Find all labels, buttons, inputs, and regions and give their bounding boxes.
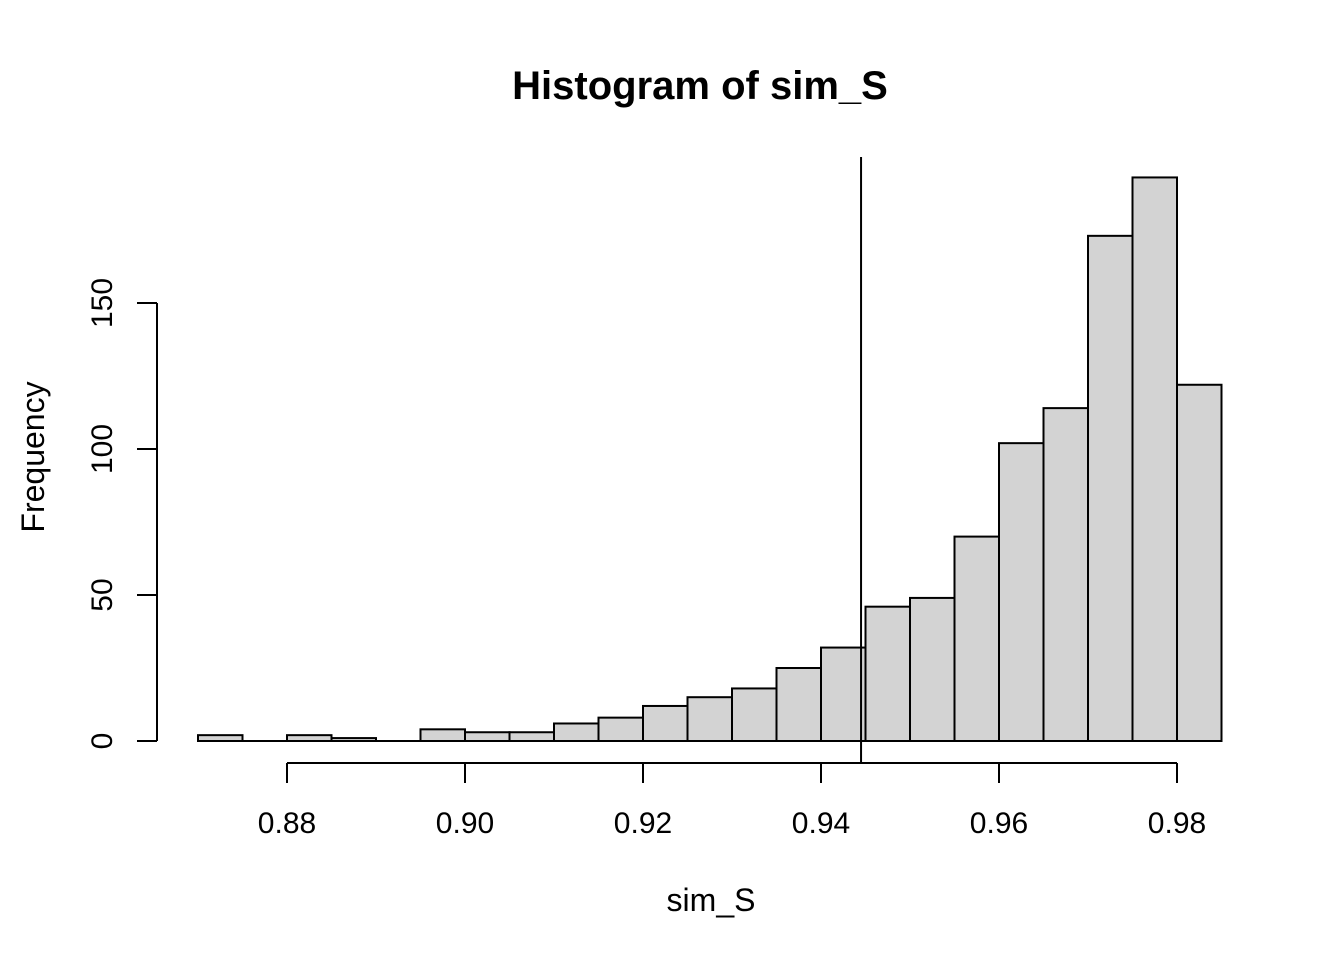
y-axis-label: Frequency — [15, 381, 51, 532]
histogram-bar — [597, 716, 644, 743]
histogram-bar — [1176, 383, 1223, 742]
histogram-bar — [508, 731, 555, 742]
histogram-bar — [419, 728, 466, 743]
y-tick-label: 150 — [86, 278, 119, 328]
histogram-bar — [330, 737, 377, 743]
histogram-bar — [731, 687, 778, 743]
histogram-bar — [953, 535, 1000, 742]
x-tick-label: 0.88 — [258, 807, 316, 840]
y-tick-label: 50 — [86, 578, 119, 611]
histogram-bar — [642, 704, 689, 743]
y-axis-group: 0 50 100 150 — [86, 278, 158, 750]
y-tick-label: 100 — [86, 424, 119, 474]
histogram-bar — [909, 596, 956, 742]
histogram-bar — [286, 734, 333, 742]
x-tick-label: 0.96 — [970, 807, 1028, 840]
histogram-bar — [197, 734, 244, 742]
histogram-bar — [1042, 407, 1089, 742]
x-tick-label: 0.94 — [792, 807, 850, 840]
histogram-bars-group — [197, 176, 1223, 743]
histogram-bar — [686, 696, 733, 743]
x-tick-label: 0.92 — [614, 807, 672, 840]
y-tick-label: 0 — [86, 733, 119, 750]
histogram-bar — [775, 667, 822, 742]
histogram-bar — [464, 731, 511, 742]
histogram-bar — [553, 722, 600, 742]
x-axis-group: 0.88 0.90 0.92 0.94 0.96 0.98 — [258, 762, 1206, 840]
histogram-bar — [1087, 234, 1134, 742]
plot-title: Histogram of sim_S — [512, 64, 888, 108]
histogram-bar — [998, 442, 1045, 742]
x-tick-label: 0.98 — [1148, 807, 1206, 840]
histogram-bar — [820, 646, 867, 742]
histogram-bar — [864, 605, 911, 742]
histogram-bar — [1131, 176, 1178, 742]
x-axis-label: sim_S — [667, 882, 756, 918]
x-tick-label: 0.90 — [436, 807, 494, 840]
